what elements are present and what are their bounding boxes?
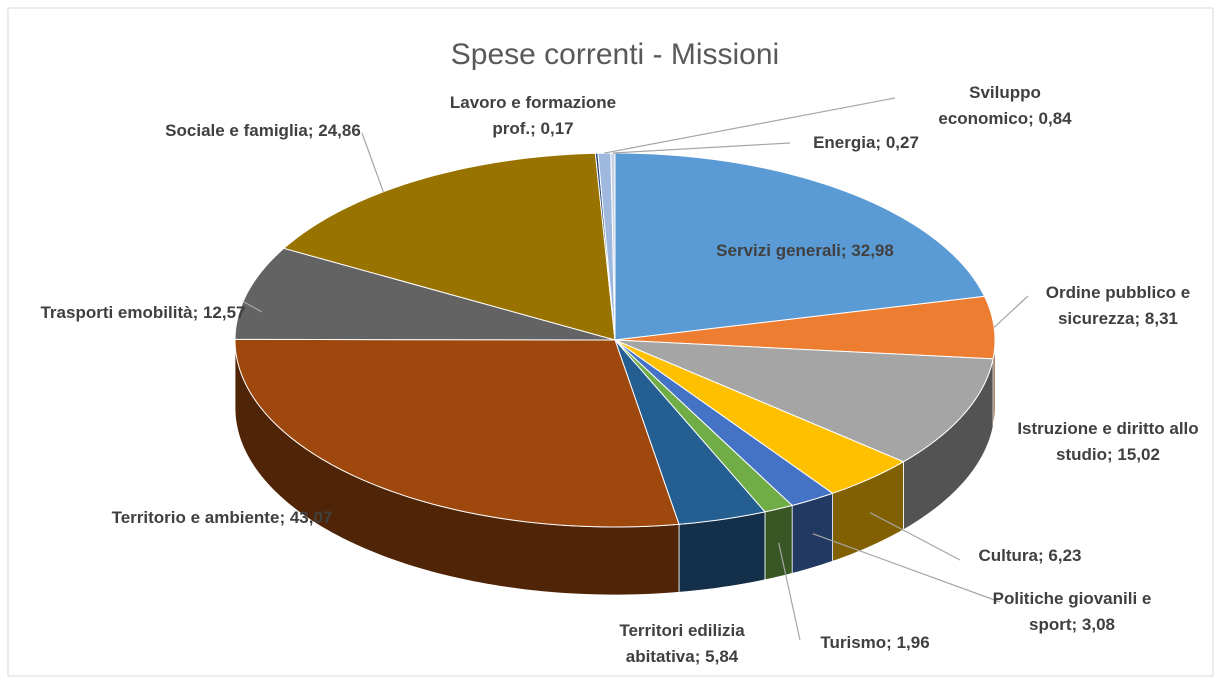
label-value: 0,17	[540, 119, 574, 138]
leader-line	[778, 542, 801, 641]
label-name: Istruzione e diritto allo studio	[1017, 419, 1199, 464]
leader-line	[812, 533, 1001, 603]
leader-line	[604, 97, 896, 154]
leader-line	[361, 132, 384, 192]
label-separator: ;	[192, 303, 199, 322]
data-label: Trasporti emobilità; 12,57	[28, 300, 258, 326]
label-separator: ;	[1028, 109, 1034, 128]
label-value: 15,02	[1117, 445, 1160, 464]
label-name: Territorio e ambiente	[111, 508, 280, 527]
leader-line	[612, 142, 791, 154]
label-name: Trasporti emobilità	[40, 303, 193, 322]
label-value: 0,27	[885, 133, 919, 152]
label-value: 1,96	[896, 633, 930, 652]
label-name: Turismo	[820, 633, 887, 652]
label-name: Lavoro e formazione prof.	[449, 93, 617, 138]
label-separator: ;	[1134, 309, 1141, 328]
label-value: 6,23	[1048, 546, 1082, 565]
label-separator: ;	[1038, 546, 1044, 565]
leader-line	[869, 512, 961, 561]
label-value: 24,86	[318, 121, 361, 140]
data-label: Energia; 0,27	[786, 130, 946, 156]
label-name: Sviluppo economico	[938, 83, 1041, 128]
label-value: 8,31	[1144, 309, 1179, 328]
label-separator: ;	[530, 119, 536, 138]
label-separator: ;	[307, 121, 314, 140]
slice	[614, 339, 994, 463]
label-name: Ordine pubblico e sicurezza	[1045, 283, 1191, 328]
label-separator: ;	[886, 633, 892, 652]
label-value: 32,98	[851, 241, 894, 260]
label-separator: ;	[694, 647, 701, 666]
data-label: Turismo; 1,96	[795, 630, 955, 656]
slice-side	[791, 492, 833, 574]
label-name: Sociale e famiglia	[165, 121, 308, 140]
slice	[614, 339, 766, 525]
slice	[614, 295, 996, 360]
label-separator: ;	[840, 241, 847, 260]
slice-side	[678, 511, 766, 593]
slice	[614, 339, 834, 506]
slice-side	[764, 504, 793, 581]
label-value: 3,08	[1081, 615, 1115, 634]
label-name: Servizi generali	[716, 241, 841, 260]
label-separator: ;	[875, 133, 882, 152]
slice	[610, 152, 616, 341]
slice	[614, 152, 986, 341]
slice	[234, 338, 680, 528]
data-label: Sviluppo economico; 0,84	[905, 80, 1105, 132]
leader-line	[993, 295, 1029, 328]
label-name: Cultura	[978, 546, 1039, 565]
label-separator: ;	[279, 508, 286, 527]
label-name: Energia	[813, 133, 876, 152]
label-name: Territori edilizia abitativa	[619, 621, 745, 666]
data-label: Ordine pubblico e sicurezza; 8,31	[1018, 280, 1218, 332]
label-separator: ;	[1107, 445, 1113, 464]
slice	[614, 339, 905, 494]
label-value: 5,84	[705, 647, 739, 666]
slice	[234, 247, 616, 341]
data-label: Lavoro e formazione prof.; 0,17	[433, 90, 633, 142]
chart-title: Spese correnti - Missioni	[451, 38, 779, 71]
slice	[282, 152, 616, 341]
data-label: Territori edilizia abitativa; 5,84	[592, 618, 772, 670]
label-value: 0,84	[1038, 109, 1072, 128]
data-label: Istruzione e diritto allo studio; 15,02	[988, 416, 1221, 468]
leader-line	[242, 301, 263, 313]
label-name: Politiche giovanili e sport	[992, 589, 1152, 634]
data-label: Sociale e famiglia; 24,86	[158, 118, 368, 144]
data-label: Territorio e ambiente; 43,07	[87, 505, 357, 531]
label-value: 43,07	[289, 508, 333, 527]
data-label: Cultura; 6,23	[955, 543, 1105, 569]
data-label: Politiche giovanili e sport; 3,08	[967, 586, 1177, 638]
label-separator: ;	[1071, 615, 1078, 634]
label-value: 12,57	[202, 303, 246, 322]
data-label: Servizi generali; 32,98	[665, 238, 945, 264]
